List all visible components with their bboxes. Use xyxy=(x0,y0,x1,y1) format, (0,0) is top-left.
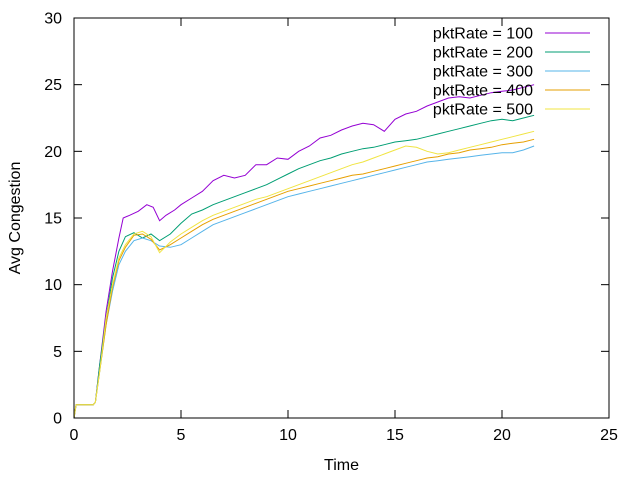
legend-label-pktrate-500: pktRate = 500 xyxy=(433,102,533,119)
x-axis-label: Time xyxy=(324,457,359,474)
y-tick-label: 5 xyxy=(53,344,62,361)
legend: pktRate = 100 pktRate = 200 pktRate = 300 p… xyxy=(433,26,590,119)
ticks-layer: 0 5 10 15 20 25 0 5 10 15 20 25 30 xyxy=(44,11,618,445)
x-tick-label: 15 xyxy=(386,427,404,444)
x-tick-label: 20 xyxy=(493,427,511,444)
y-tick-label: 25 xyxy=(44,77,62,94)
y-tick-label: 0 xyxy=(53,411,62,428)
x-tick-label: 5 xyxy=(177,427,186,444)
legend-label-pktrate-400: pktRate = 400 xyxy=(433,83,533,100)
series-line-pktrate-400 xyxy=(73,138,535,419)
y-tick-label: 20 xyxy=(44,144,62,161)
series-line-pktrate-200 xyxy=(73,114,535,419)
legend-label-pktrate-300: pktRate = 300 xyxy=(433,64,533,81)
series-line-pktrate-100 xyxy=(73,84,535,419)
series-line-pktrate-300 xyxy=(73,145,535,419)
legend-label-pktrate-200: pktRate = 200 xyxy=(433,45,533,62)
y-tick-label: 30 xyxy=(44,11,62,28)
x-tick-label: 0 xyxy=(70,427,79,444)
series-line-pktrate-500 xyxy=(73,130,535,419)
y-tick-label: 10 xyxy=(44,277,62,294)
series-layer xyxy=(73,84,535,419)
y-axis-label: Avg Congestion xyxy=(7,162,24,275)
x-tick-label: 25 xyxy=(600,427,618,444)
legend-label-pktrate-100: pktRate = 100 xyxy=(433,26,533,43)
y-tick-label: 15 xyxy=(44,211,62,228)
x-tick-label: 10 xyxy=(279,427,297,444)
